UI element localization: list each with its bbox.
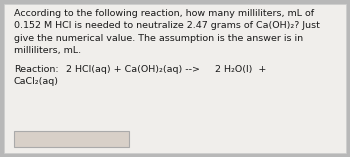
Text: 0.152 M HCl is needed to neutralize 2.47 grams of Ca(OH)₂? Just: 0.152 M HCl is needed to neutralize 2.47… (14, 22, 320, 30)
Text: According to the following reaction, how many milliliters, mL of: According to the following reaction, how… (14, 9, 314, 18)
FancyBboxPatch shape (14, 131, 129, 147)
Text: CaCl₂(aq): CaCl₂(aq) (14, 78, 59, 87)
Text: milliliters, mL.: milliliters, mL. (14, 46, 81, 56)
FancyBboxPatch shape (4, 4, 346, 153)
Text: Reaction:: Reaction: (14, 65, 59, 74)
Text: 2 HCl(aq) + Ca(OH)₂(aq) -->     2 H₂O(l)  +: 2 HCl(aq) + Ca(OH)₂(aq) --> 2 H₂O(l) + (66, 65, 266, 74)
Text: give the numerical value. The assumption is the answer is in: give the numerical value. The assumption… (14, 34, 303, 43)
